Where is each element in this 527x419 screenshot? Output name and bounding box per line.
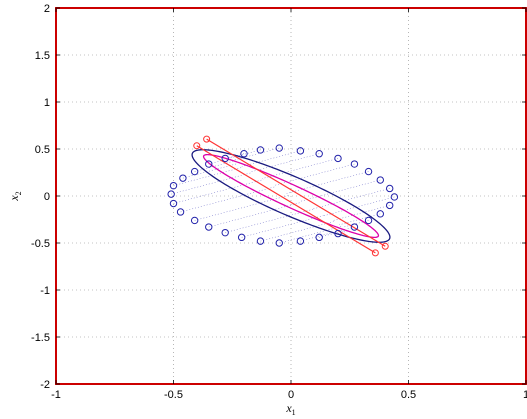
projection-line: [232, 147, 280, 161]
circle-marker: [221, 228, 229, 237]
circle-marker: [190, 216, 199, 225]
plot-area: [167, 135, 399, 257]
circle-marker: [205, 223, 213, 231]
segment-line: [206, 138, 386, 247]
segment-endpoint-marker: [371, 249, 379, 257]
segment-endpoint-marker: [193, 142, 201, 150]
projection-line: [260, 221, 334, 242]
inner-ellipse: [202, 153, 380, 239]
projection-line: [182, 163, 238, 179]
y-tick-label: -1.5: [31, 332, 50, 344]
circle-marker: [315, 233, 323, 242]
circle-marker: [275, 239, 283, 247]
x-tick-label: -1: [51, 389, 61, 401]
circle-marker: [334, 154, 342, 163]
circle-marker: [275, 144, 283, 152]
projection-line: [241, 150, 301, 167]
circle-marker: [221, 154, 229, 163]
circle-marker: [390, 193, 399, 201]
axis-ticks: -1 -0.5 0 0.5 1 -2 -1.5 -1 -0.5 0 0.5 1 1.5 2: [31, 3, 527, 401]
circle-marker: [364, 167, 373, 176]
projection-line: [273, 163, 355, 186]
projection-line: [173, 166, 243, 186]
projection-line: [342, 220, 369, 228]
circle-marker: [334, 229, 342, 238]
circle-marker: [256, 237, 265, 245]
circle-marker: [386, 201, 394, 210]
projection-line: [173, 179, 264, 204]
projection-line: [180, 186, 276, 213]
y-tick-label: 0.5: [35, 144, 50, 156]
projection-line: [194, 194, 290, 221]
projection-line: [279, 226, 342, 244]
segment-endpoint-marker: [203, 135, 211, 143]
y-tick-label: 1: [44, 97, 50, 109]
x-tick-label: 0: [288, 389, 294, 401]
projection-line: [319, 229, 348, 238]
projection-line: [208, 202, 302, 228]
circle-marker: [240, 150, 248, 158]
circle-marker: [315, 150, 323, 158]
projection-line: [312, 188, 390, 210]
y-axis-label: x2: [7, 191, 23, 201]
circle-marker: [350, 223, 359, 231]
circle-marker: [167, 190, 175, 198]
circle-marker: [237, 233, 246, 242]
circle-marker: [296, 237, 305, 245]
x-axis-label: x1: [285, 401, 295, 417]
outer-ellipse: [191, 149, 391, 243]
x-tick-label: 0.5: [401, 389, 416, 401]
circle-marker: [350, 160, 359, 168]
segment-endpoint-marker: [381, 242, 389, 250]
circle-marker: [190, 167, 199, 176]
circle-marker: [376, 210, 384, 218]
projection-line: [299, 179, 381, 202]
circle-marker: [376, 176, 384, 184]
circle-marker: [179, 174, 187, 182]
circle-marker: [364, 216, 373, 225]
y-tick-label: 2: [44, 3, 50, 15]
x-tick-label: 1: [523, 389, 527, 401]
y-tick-label: -0.5: [31, 238, 50, 250]
circle-marker: [296, 147, 305, 155]
circle-marker: [256, 146, 265, 154]
projection-line: [332, 205, 390, 221]
projection-line: [241, 215, 324, 238]
circle-marker: [205, 160, 213, 168]
circle-marker: [386, 184, 394, 193]
grid-lines: [56, 8, 526, 384]
y-tick-label: 0: [44, 191, 50, 203]
projection-line: [171, 172, 253, 195]
circle-marker: [176, 208, 185, 216]
y-tick-label: -2: [40, 379, 50, 391]
projection-line: [286, 171, 369, 194]
circle-marker: [169, 199, 178, 208]
y-tick-label: 1.5: [35, 50, 50, 62]
projection-line: [323, 196, 395, 216]
projection-line: [262, 158, 339, 179]
y-tick-label: -1: [40, 285, 50, 297]
x-tick-label: -0.5: [164, 389, 183, 401]
circle-marker: [169, 181, 178, 190]
segment-line: [196, 145, 376, 254]
projection-line: [228, 149, 261, 159]
projection-line: [225, 208, 314, 233]
